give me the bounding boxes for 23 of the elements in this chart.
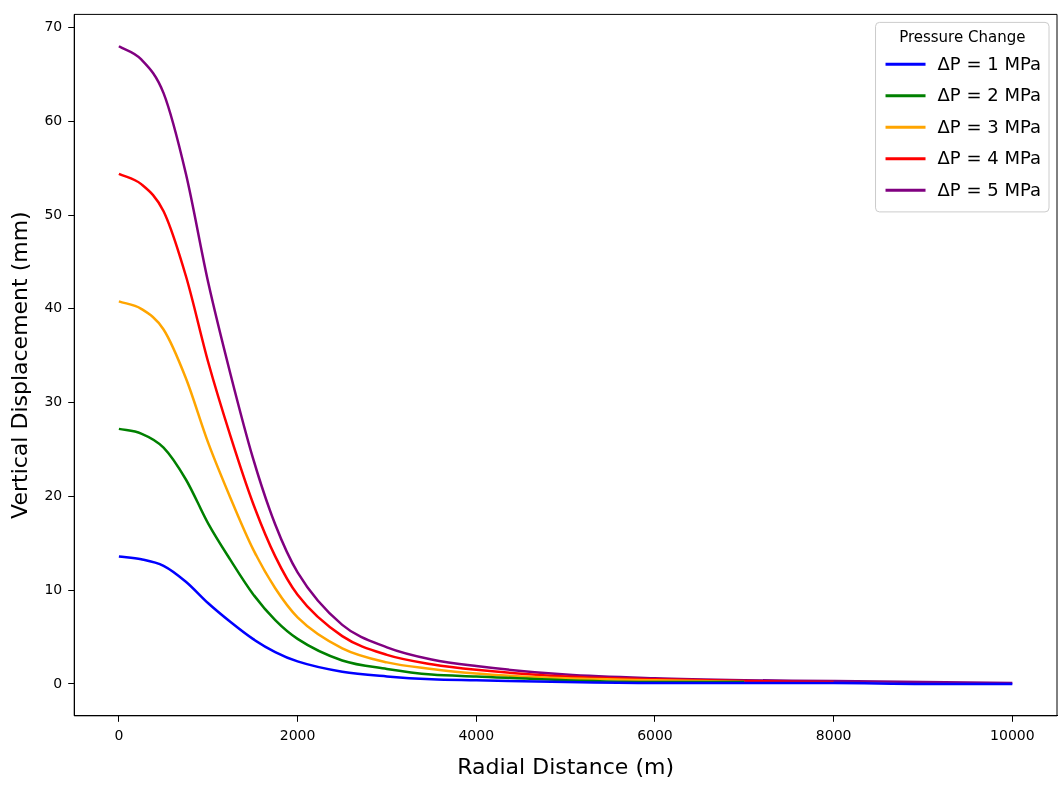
y-tick-label: 60 [44, 111, 63, 128]
y-tick-label: 50 [44, 205, 63, 222]
legend-title: Pressure Change [899, 28, 1026, 47]
y-axis-title: Vertical Displacement (mm) [6, 211, 32, 519]
legend-label: ΔP = 3 MPa [937, 115, 1042, 137]
y-tick-label: 20 [44, 487, 63, 504]
y-tick-label: 40 [44, 299, 63, 316]
legend-label: ΔP = 2 MPa [937, 84, 1042, 106]
legend-label: ΔP = 5 MPa [937, 178, 1042, 200]
x-tick-label: 10000 [990, 726, 1035, 743]
x-tick-label: 2000 [279, 726, 316, 743]
x-tick-label: 6000 [637, 726, 673, 743]
x-axis-title: Radial Distance (m) [457, 753, 674, 779]
x-tick-label: 0 [114, 726, 124, 743]
y-tick-label: 30 [44, 393, 63, 410]
legend-label: ΔP = 1 MPa [937, 52, 1042, 74]
x-tick-label: 8000 [815, 726, 852, 743]
y-tick-label: 70 [44, 18, 63, 35]
y-tick-label: 0 [53, 674, 63, 691]
x-tick-label: 4000 [458, 726, 495, 743]
line-series [117, 555, 1014, 686]
y-tick-label: 10 [44, 580, 63, 597]
legend-label: ΔP = 4 MPa [937, 147, 1042, 169]
